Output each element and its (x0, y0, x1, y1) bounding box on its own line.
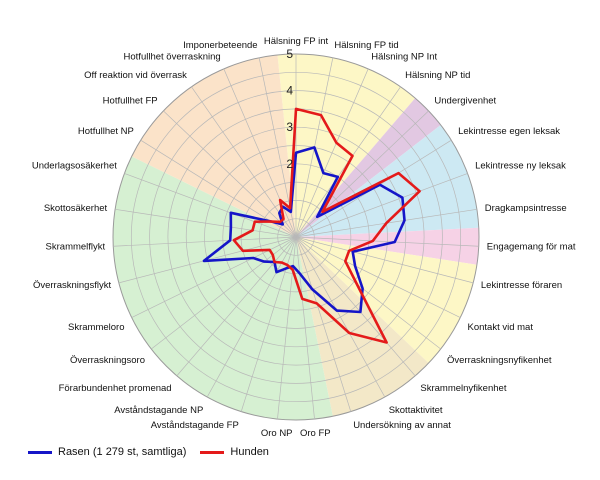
grid-spoke (295, 236, 386, 398)
category-label: Lekintresse föraren (481, 280, 562, 291)
category-label: Kontakt vid mat (468, 322, 534, 333)
category-label: Imponerbeteende (183, 40, 257, 51)
legend-item-hunden: Hunden (200, 446, 269, 458)
grid-spoke (295, 236, 441, 350)
category-label: Dragkampsintresse (485, 203, 567, 214)
category-label: Skottosäkerhet (44, 203, 108, 214)
grid-spoke (295, 236, 352, 412)
category-label: Hotfullhet FP (103, 95, 158, 106)
category-label: Avståndstagande NP (114, 405, 203, 416)
category-label: Skrammeloro (68, 322, 125, 333)
category-label: Off reaktion vid överrask (84, 70, 187, 81)
grid-spoke (115, 208, 297, 238)
category-label: Hälsning FP int (264, 36, 329, 47)
sector-6 (112, 156, 333, 420)
grid-spoke (176, 236, 297, 377)
grid-spoke (295, 68, 369, 238)
category-label: Överraskningsoro (70, 355, 145, 366)
sector-5 (296, 237, 429, 417)
category-label: Oro FP (300, 428, 331, 439)
grid-spoke (295, 173, 468, 238)
grid-spoke (295, 236, 416, 377)
sector-3 (296, 227, 479, 265)
category-label: Skrammelnyfikenhet (420, 383, 506, 394)
category-label: Avståndstagande FP (151, 420, 239, 431)
series-line-rasen (202, 146, 406, 314)
grid-spoke (295, 236, 461, 318)
category-label: Förarbundenhet promenad (59, 383, 172, 394)
category-label: Hälsning NP tid (405, 70, 470, 81)
category-label: Överraskningsnyfikenhet (447, 355, 552, 366)
category-label: Engagemang för mat (487, 242, 576, 253)
series-lines (202, 107, 421, 344)
grid-spoke (223, 68, 297, 238)
legend: Rasen (1 279 st, samtliga) Hunden (28, 446, 269, 458)
tick-label: 3 (286, 120, 293, 134)
legend-swatch-hunden (200, 450, 225, 454)
grid-spoke (124, 173, 297, 238)
category-label: Hotfullhet NP (78, 126, 134, 137)
category-label: Undergivenhet (434, 95, 496, 106)
grid-spoke (113, 236, 297, 247)
grid-spoke (295, 236, 479, 247)
category-label: Skrammelflykt (46, 242, 106, 253)
category-label: Hälsning NP Int (371, 52, 437, 63)
category-label: Lekintresse egen leksak (458, 126, 560, 137)
grid-spoke (295, 236, 474, 284)
radial-tick-labels: 2 3 4 5 (286, 47, 293, 171)
sector-0 (277, 54, 416, 238)
category-label: Undersökning av annat (353, 420, 451, 431)
tick-label: 2 (286, 157, 293, 171)
grid-spoke (163, 110, 297, 238)
category-label: Överraskningsflykt (33, 280, 111, 291)
tick-label: 5 (286, 47, 293, 61)
category-label: Lekintresse ny leksak (475, 161, 566, 172)
legend-item-rasen: Rasen (1 279 st, samtliga) (28, 446, 186, 458)
sector-2 (296, 124, 479, 237)
grid-spoke (295, 236, 315, 420)
category-label: Underlagsosäkerhet (32, 161, 117, 172)
series-line-hunden (232, 107, 421, 344)
legend-label-rasen: Rasen (1 279 st, samtliga) (58, 446, 187, 458)
legend-swatch-rasen (28, 450, 52, 454)
category-label: Oro NP (261, 428, 293, 439)
category-label: Hälsning FP tid (334, 40, 398, 51)
sector-7 (131, 54, 296, 237)
legend-label-hunden: Hunden (230, 446, 269, 458)
category-label: Hotfullhet överraskning (124, 52, 221, 63)
category-label: Skottaktivitet (389, 405, 443, 416)
tick-label: 4 (286, 84, 293, 98)
